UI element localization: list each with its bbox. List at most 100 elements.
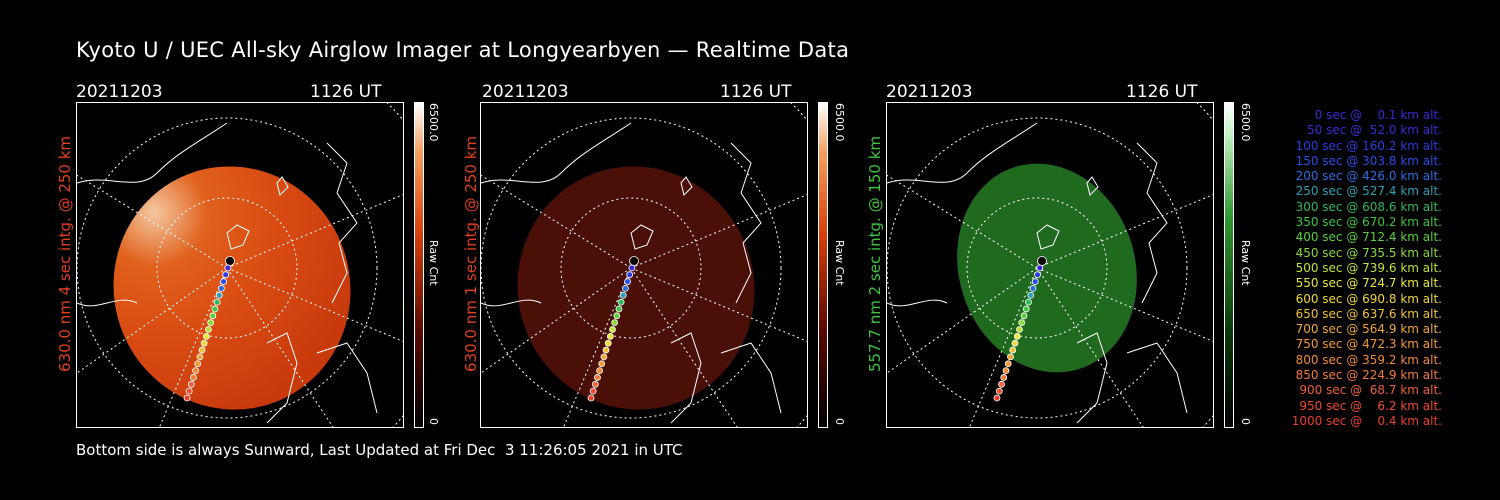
panel-1-sky-svg — [77, 103, 403, 427]
legend-row: 450 sec @ 735.5 km alt. — [1295, 245, 1442, 260]
trajectory-track — [587, 256, 639, 402]
trajectory-point — [591, 380, 599, 388]
trajectory-point — [611, 319, 619, 327]
trajectory-point — [1025, 298, 1032, 306]
trajectory-point — [207, 319, 215, 327]
trajectory-point — [626, 271, 634, 279]
trajectory-point — [209, 312, 217, 320]
trajectory-point — [1011, 339, 1019, 347]
trajectory-point — [1034, 271, 1041, 279]
trajectory-point — [615, 305, 623, 313]
trajectory-point — [194, 360, 202, 368]
trajectory-track — [993, 256, 1047, 402]
trajectory-point — [190, 374, 197, 381]
trajectory-point — [222, 271, 230, 279]
panel-3-cbar-max: 6500.0 — [1239, 103, 1252, 142]
trajectory-point — [1004, 360, 1012, 368]
trajectory-point — [624, 278, 631, 285]
trajectory-point — [602, 346, 610, 354]
trajectory-point — [609, 326, 616, 333]
trajectory-point — [589, 387, 597, 395]
panel-3-colorbar — [1224, 102, 1234, 428]
trajectory-point — [600, 353, 608, 361]
trajectory-track — [183, 256, 235, 402]
panel-1-image — [76, 102, 404, 428]
panel-3-date: 20211203 — [886, 82, 973, 102]
trajectory-point — [993, 394, 1001, 402]
trajectory-point — [628, 264, 636, 272]
panel-1-cbar-max: 6500.0 — [427, 103, 440, 142]
trajectory-point — [211, 305, 219, 313]
panel-3-image — [886, 102, 1214, 428]
trajectory-point — [220, 278, 227, 285]
coastline — [77, 122, 378, 424]
legend-row: 100 sec @ 160.2 km alt. — [1295, 138, 1442, 153]
trajectory-point — [225, 256, 235, 266]
panel-1-cbar-label: Raw Cnt — [427, 240, 440, 286]
legend-row: 300 sec @ 608.6 km alt. — [1295, 199, 1442, 214]
trajectory-point — [1000, 374, 1008, 381]
legend-row: 0 sec @ 0.1 km alt. — [1314, 108, 1442, 122]
trajectory-point — [1020, 312, 1028, 320]
trajectory-point — [629, 256, 639, 266]
panel-2-cbar-label: Raw Cnt — [833, 240, 846, 286]
panel-1-cbar-min: 0 — [427, 418, 440, 425]
legend-row: 750 sec @ 472.3 km alt. — [1295, 337, 1442, 352]
trajectory-point — [1022, 305, 1030, 313]
panel-2-date: 20211203 — [482, 82, 569, 102]
trajectory-point — [598, 360, 606, 368]
trajectory-point — [202, 332, 210, 340]
coastline — [481, 122, 782, 424]
legend-row: 50 sec @ 52.0 km alt. — [1307, 123, 1442, 138]
legend-row: 500 sec @ 739.6 km alt. — [1295, 260, 1442, 275]
sky-ellipse — [957, 163, 1137, 373]
sky-ellipse — [517, 166, 755, 410]
sky-ellipse — [113, 166, 351, 410]
trajectory-point — [215, 291, 223, 299]
panel-2-colorbar — [818, 102, 828, 428]
trajectory-point — [596, 367, 603, 375]
trajectory-point — [198, 346, 206, 354]
trajectory-point — [606, 332, 614, 340]
legend-row: 550 sec @ 724.7 km alt. — [1295, 276, 1442, 291]
trajectory-point — [205, 326, 212, 333]
trajectory-point — [1036, 264, 1044, 272]
legend-row: 350 sec @ 670.2 km alt. — [1295, 215, 1442, 230]
panel-2-image — [480, 102, 808, 428]
trajectory-point — [200, 339, 208, 347]
legend-row: 900 sec @ 68.7 km alt. — [1299, 383, 1442, 398]
trajectory-point — [185, 387, 193, 395]
legend-row: 650 sec @ 637.6 km alt. — [1295, 306, 1442, 321]
panel-3-time: 1126 UT — [1126, 82, 1198, 102]
legend-row: 1000 sec @ 0.4 km alt. — [1291, 413, 1442, 428]
altitude-legend: 0 sec @ 0.1 km alt. 50 sec @ 52.0 km alt.… — [1252, 108, 1442, 429]
trajectory-point — [1016, 326, 1023, 333]
trajectory-point — [1002, 367, 1010, 375]
trajectory-point — [619, 291, 627, 299]
trajectory-point — [587, 394, 595, 402]
legend-row: 600 sec @ 690.8 km alt. — [1295, 291, 1442, 306]
panel-1-time: 1126 UT — [310, 82, 382, 102]
trajectory-point — [1009, 346, 1017, 354]
coastline — [887, 122, 1188, 424]
panel-2-cbar-max: 6500.0 — [833, 103, 846, 142]
trajectory-point — [1018, 319, 1026, 327]
panel-3-cbar-label: Raw Cnt — [1239, 240, 1252, 286]
trajectory-point — [594, 374, 601, 381]
panel-1-ylabel: 630.0 nm 4 sec intg. @ 250 km — [56, 135, 74, 372]
panel-1-date: 20211203 — [76, 82, 163, 102]
panel-3-sky-svg — [887, 103, 1213, 427]
legend-row: 700 sec @ 564.9 km alt. — [1295, 322, 1442, 337]
trajectory-point — [1031, 278, 1039, 285]
legend-row: 150 sec @ 303.8 km alt. — [1295, 153, 1442, 168]
trajectory-point — [183, 394, 191, 402]
legend-row: 400 sec @ 712.4 km alt. — [1295, 230, 1442, 245]
trajectory-point — [187, 380, 195, 388]
trajectory-point — [217, 284, 225, 292]
trajectory-point — [213, 298, 221, 306]
trajectory-point — [1013, 332, 1021, 340]
trajectory-point — [995, 387, 1003, 395]
trajectory-point — [1027, 291, 1035, 299]
trajectory-point — [621, 284, 629, 292]
panel-3-cbar-min: 0 — [1239, 418, 1252, 425]
